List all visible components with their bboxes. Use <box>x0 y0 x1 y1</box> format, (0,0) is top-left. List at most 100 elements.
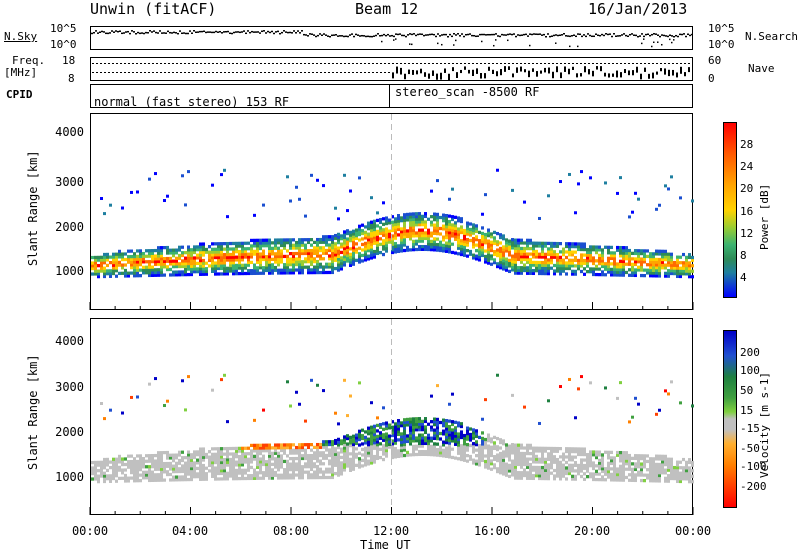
velocity-cell <box>538 471 541 475</box>
velocity-cell <box>463 458 466 462</box>
velocity-cell <box>334 463 337 467</box>
power-cell <box>421 223 424 227</box>
power-cell <box>235 263 238 268</box>
power-cell <box>655 257 658 262</box>
velocity-cell <box>565 477 568 481</box>
power-cell <box>634 191 637 195</box>
velocity-cell <box>586 469 589 473</box>
power-cell <box>217 258 220 262</box>
velocity-cell <box>580 466 583 470</box>
velocity-cell <box>253 446 256 450</box>
velocity-cell <box>517 476 520 480</box>
nsky-trace-point <box>457 33 459 35</box>
velocity-cell <box>685 474 688 478</box>
power-cell <box>256 241 259 245</box>
freq-trace-point <box>512 63 514 64</box>
power-cell <box>97 275 100 279</box>
velocity-cell <box>235 449 238 453</box>
power-cell <box>349 260 352 265</box>
velocity-cell <box>553 477 556 481</box>
power-cell <box>97 272 100 276</box>
velocity-cell <box>214 469 217 473</box>
velocity-cell <box>418 444 421 448</box>
power-cell <box>421 214 424 219</box>
velocity-cell <box>427 450 430 454</box>
power-cell <box>397 216 400 221</box>
velocity-cell <box>652 470 655 475</box>
velocity-cell <box>259 443 262 447</box>
power-cell <box>133 260 136 264</box>
velocity-cell <box>637 456 640 461</box>
velocity-cell <box>97 480 100 484</box>
freq-trace-point <box>564 63 566 64</box>
power-cell <box>598 259 601 263</box>
velocity-cell <box>376 434 379 439</box>
velocity-ytick-2000: 2000 <box>55 425 84 439</box>
power-cell <box>511 243 514 247</box>
power-cell <box>109 271 112 276</box>
velocity-cell <box>301 448 304 452</box>
power-cell <box>538 216 541 220</box>
power-cell <box>232 247 235 251</box>
power-cell <box>385 243 388 248</box>
velocity-cell <box>394 422 397 426</box>
nsky-trace-point <box>381 34 383 37</box>
velocity-cell <box>358 443 361 447</box>
power-cell <box>607 245 610 249</box>
velocity-cell <box>433 431 436 435</box>
velocity-cell <box>394 436 397 440</box>
velocity-cell <box>178 467 181 471</box>
power-cell <box>682 261 685 265</box>
velocity-cell <box>652 479 655 483</box>
power-cell <box>367 249 370 253</box>
nave-trace-point <box>116 72 118 73</box>
nsearch-trace-point <box>577 45 579 48</box>
velocity-cell <box>97 477 100 481</box>
power-cell <box>547 261 550 265</box>
power-cell <box>292 251 295 256</box>
velocity-cell <box>421 425 424 429</box>
velocity-cell <box>238 465 241 470</box>
velocity-cell <box>454 420 457 424</box>
power-cell <box>115 266 118 270</box>
velocity-cell <box>625 451 628 455</box>
power-cell <box>280 268 283 272</box>
velocity-cell <box>334 460 337 465</box>
velocity-cell <box>631 478 634 482</box>
velocity-cell <box>589 453 592 457</box>
velocity-cell <box>511 393 514 397</box>
velocity-cell <box>511 467 514 472</box>
nsky-trace-point <box>453 33 455 35</box>
velocity-cell <box>142 473 145 477</box>
velocity-cell <box>430 436 433 440</box>
velocity-cell <box>439 431 442 436</box>
velocity-cell <box>217 455 220 459</box>
velocity-cell <box>385 421 388 425</box>
freq-trace-point <box>384 63 386 64</box>
nsky-trace-point <box>595 33 597 35</box>
velocity-cell <box>352 448 355 452</box>
power-cell <box>457 252 460 256</box>
velocity-cell <box>106 468 109 473</box>
velocity-cell <box>103 474 106 478</box>
velocity-cell <box>655 471 658 475</box>
power-cell <box>394 217 397 221</box>
power-cell <box>391 242 394 246</box>
power-cell <box>526 238 529 242</box>
velocity-cell <box>181 475 184 479</box>
power-cell <box>538 263 541 267</box>
velocity-cell <box>130 476 133 480</box>
power-cell <box>514 244 517 248</box>
power-cell <box>403 248 406 253</box>
power-cell <box>631 273 634 277</box>
nsky-trace-point <box>133 31 135 33</box>
power-cell <box>409 223 412 227</box>
velocity-cell <box>214 477 217 481</box>
power-cell <box>376 218 379 223</box>
power-cell <box>592 272 595 277</box>
velocity-cell <box>340 450 343 454</box>
power-cell <box>673 266 676 270</box>
freq-trace-point <box>636 63 638 64</box>
power-cell <box>457 230 460 234</box>
power-cell <box>685 266 688 270</box>
